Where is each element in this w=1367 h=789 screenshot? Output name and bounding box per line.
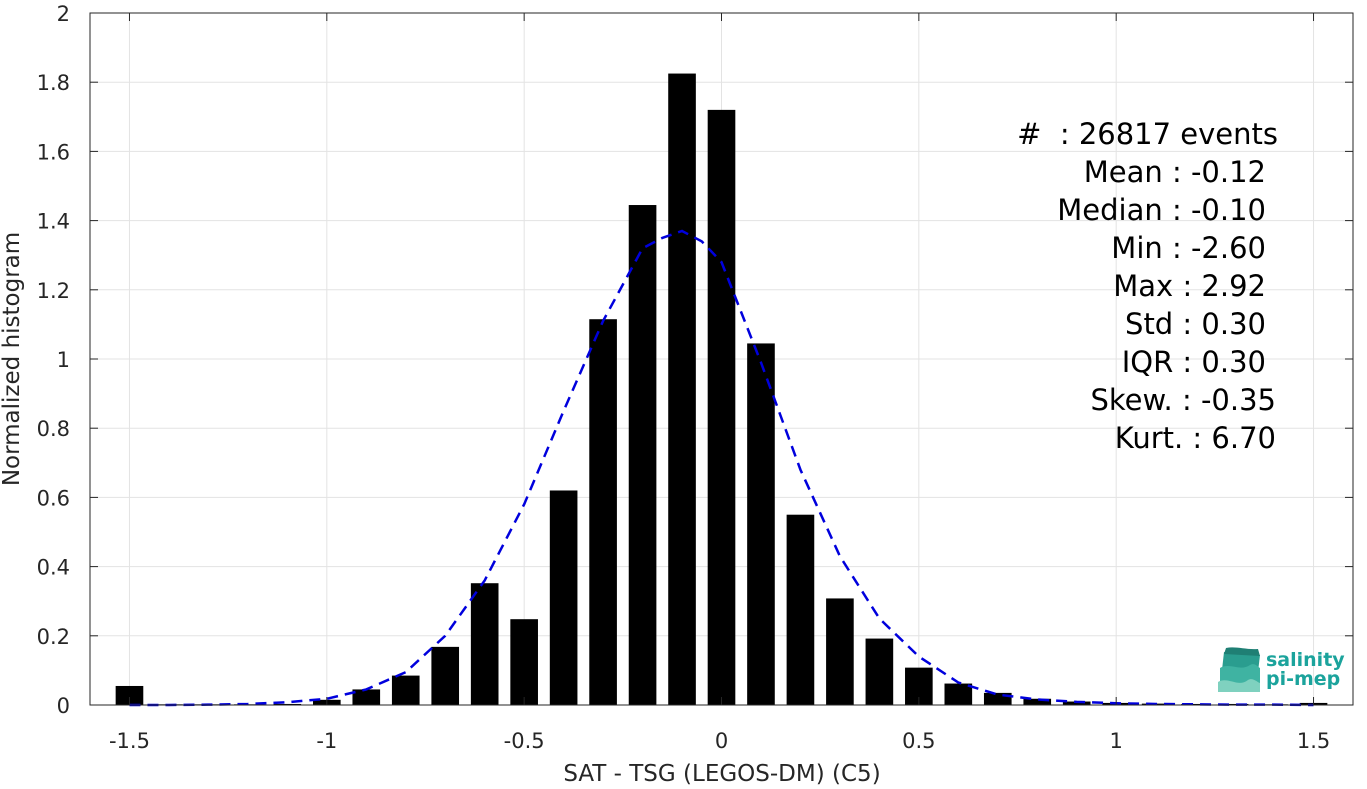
x-tick-label: -1 <box>316 729 337 753</box>
stat-iqr: IQR : 0.30 <box>1122 345 1266 379</box>
x-tick-label: 1 <box>1110 729 1123 753</box>
y-tick-label: 1.4 <box>37 210 70 234</box>
y-tick-label: 1.6 <box>37 140 70 164</box>
stat-std: Std : 0.30 <box>1125 307 1266 341</box>
statistics-annotations: # : 26817 events Mean : -0.12 Median : -… <box>1017 117 1278 455</box>
fit-curve-group <box>129 229 1314 707</box>
histogram-bar <box>747 343 775 705</box>
tick-labels: -1.5 -1 -0.5 0 0.5 1 1.5 0 0.2 0.4 0.6 0.8 1 1.2 1.4 1.… <box>37 2 1331 753</box>
x-tick-label: 0 <box>715 729 728 753</box>
logo-line2: pi-mep <box>1266 668 1340 690</box>
stat-max: Max : 2.92 <box>1113 269 1266 303</box>
stat-mean: Mean : -0.12 <box>1084 155 1266 189</box>
y-tick-label: 1.2 <box>37 279 70 303</box>
histogram-bar <box>707 109 736 705</box>
y-axis-label: Normalized histogram <box>0 232 25 486</box>
logo-line1: salinity <box>1266 649 1345 671</box>
wave-logo-icon <box>1218 647 1260 692</box>
histogram-bars <box>115 73 1328 706</box>
x-axis-label: SAT - TSG (LEGOS-DM) (C5) <box>563 761 880 785</box>
plot-axes <box>89 12 1354 706</box>
histogram-bar <box>510 619 538 705</box>
stat-min: Min : -2.60 <box>1111 231 1266 265</box>
y-tick-label: 0.6 <box>37 486 70 510</box>
histogram-bar <box>549 490 578 705</box>
histogram-bar <box>628 205 657 705</box>
salinity-pi-mep-logo: salinity pi-mep <box>1218 647 1345 692</box>
histogram-bar <box>944 683 973 705</box>
histogram-bar <box>1181 703 1209 705</box>
x-tick-label: -1.5 <box>109 729 150 753</box>
x-tick-label: 1.5 <box>1297 729 1330 753</box>
histogram-bar <box>1023 698 1052 705</box>
stat-events: # : 26817 events <box>1017 117 1278 151</box>
stat-skew: Skew. : -0.35 <box>1090 383 1276 417</box>
y-tick-label: 2 <box>57 2 70 26</box>
histogram-bar <box>431 646 460 705</box>
gaussian-fit-line <box>129 229 1314 707</box>
y-tick-label: 1 <box>57 348 70 372</box>
histogram-bar <box>786 514 815 705</box>
stat-median: Median : -0.10 <box>1057 193 1266 227</box>
y-tick-label: 0 <box>57 694 70 718</box>
y-tick-label: 1.8 <box>37 71 70 95</box>
histogram-bar <box>865 638 894 705</box>
histogram-bar <box>273 703 302 705</box>
stat-kurt: Kurt. : 6.70 <box>1115 421 1276 455</box>
x-tick-label: -0.5 <box>504 729 545 753</box>
histogram-bar <box>668 73 696 706</box>
histogram-bar <box>470 583 499 705</box>
histogram-bar <box>352 689 381 705</box>
histogram-bar <box>391 675 420 705</box>
x-tick-label: 0.5 <box>902 729 935 753</box>
histogram-bar <box>826 598 854 705</box>
y-tick-label: 0.2 <box>37 625 70 649</box>
histogram-bar <box>1220 703 1249 705</box>
histogram-bar <box>115 685 144 705</box>
y-tick-label: 0.4 <box>37 556 70 580</box>
histogram-bar <box>589 319 617 705</box>
y-tick-label: 0.8 <box>37 417 70 441</box>
histogram-bar <box>1062 701 1091 705</box>
